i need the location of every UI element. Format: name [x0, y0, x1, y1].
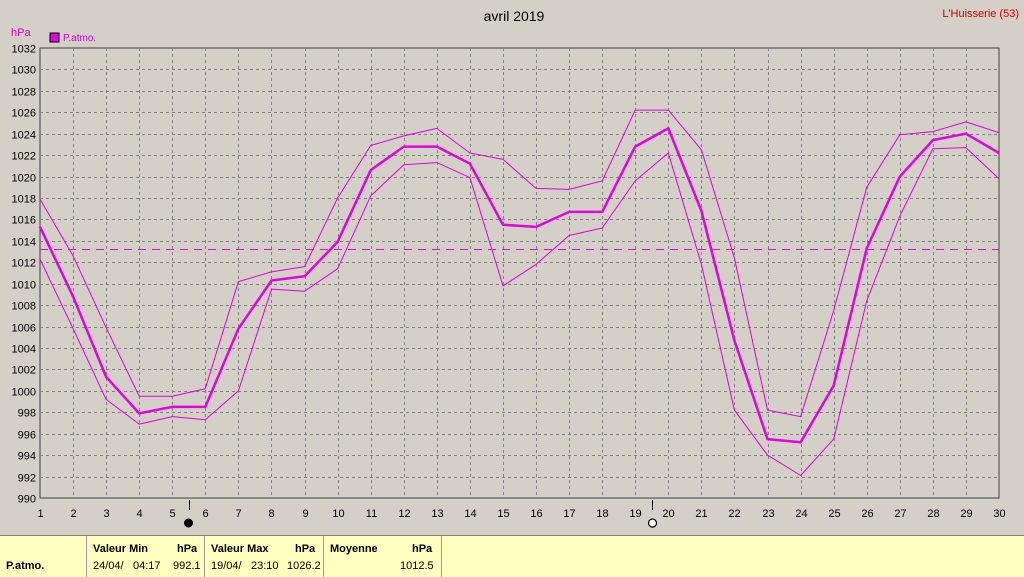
station-name: L'Huisserie (53) [942, 8, 1019, 20]
series-line-min [39, 147, 1000, 476]
min-time: 04:17 [133, 560, 161, 572]
min-value: 992.1 [173, 560, 201, 572]
y-tick-label: 1024 [12, 130, 36, 142]
x-tick-label: 8 [268, 508, 274, 520]
x-tick-label: 3 [103, 508, 109, 520]
x-tick-label: 28 [927, 508, 939, 520]
legend-swatch [49, 32, 60, 43]
min-date: 24/04/ [93, 560, 124, 572]
x-tick-label: 22 [728, 508, 740, 520]
x-tick-label: 26 [861, 508, 873, 520]
x-tick-label: 17 [563, 508, 575, 520]
x-tick-label: 23 [762, 508, 774, 520]
x-tick-label: 16 [530, 508, 542, 520]
y-tick-label: 1002 [12, 365, 36, 377]
max-time: 23:10 [251, 560, 279, 572]
x-tick-label: 25 [828, 508, 840, 520]
y-tick-label: 998 [18, 408, 36, 420]
x-tick-label: 21 [695, 508, 707, 520]
x-tick-label: 20 [662, 508, 674, 520]
x-tick-label: 10 [332, 508, 344, 520]
mean-value: 1012.5 [400, 560, 434, 572]
series-line-mean [38, 127, 1000, 444]
y-tick-label: 1000 [12, 387, 36, 399]
x-tick-label: 1 [37, 508, 43, 520]
y-tick-label: 1026 [12, 108, 36, 120]
x-tick-labels: 1 2 3 4 5 6 7 8 9 10 11 12 13 14 15 16 17 18 19 20 21 22 23 24 2… [37, 508, 1005, 520]
x-tick-label: 11 [366, 508, 377, 520]
y-tick-label: 990 [18, 494, 36, 506]
x-tick-label: 2 [70, 508, 76, 520]
footer-label-cell: P.atmo. [0, 536, 87, 577]
y-tick-label: 1022 [12, 151, 36, 163]
max-unit: hPa [295, 543, 316, 555]
mean-header: Moyenne [330, 543, 378, 555]
y-tick-label: 1008 [12, 301, 36, 313]
grid [39, 47, 1000, 499]
y-tick-label: 1028 [12, 87, 36, 99]
x-tick-label: 15 [497, 508, 509, 520]
y-tick-label: 1030 [12, 65, 36, 77]
chart-title: avril 2019 [484, 8, 545, 24]
x-tick-label: 19 [629, 508, 641, 520]
max-date: 19/04/ [211, 560, 242, 572]
x-tick-label: 27 [894, 508, 906, 520]
statistics-footer: P.atmo. Valeur Min hPa 24/04/ 04:17 992.… [0, 535, 1024, 577]
y-tick-label: 1018 [12, 194, 36, 206]
x-tick-label: 9 [302, 508, 308, 520]
moon-phases [184, 500, 658, 528]
y-tick-label: 1032 [12, 44, 36, 56]
min-header: Valeur Min [93, 543, 149, 555]
y-tick-label: 994 [18, 451, 36, 463]
x-tick-label: 29 [960, 508, 972, 520]
y-tick-label: 1020 [12, 173, 36, 185]
y-tick-label: 1006 [12, 323, 36, 335]
x-tick-label: 14 [464, 508, 476, 520]
x-tick-label: 6 [202, 508, 208, 520]
x-tick-label: 24 [795, 508, 807, 520]
footer-series-label: P.atmo. [6, 560, 45, 572]
y-tick-label: 992 [18, 473, 36, 485]
y-tick-label: 1010 [12, 280, 36, 292]
y-tick-label: 1004 [12, 344, 36, 356]
x-tick-label: 12 [398, 508, 410, 520]
max-value-cell: Valeur Max hPa 19/04/ 23:10 1026.2 [205, 536, 324, 577]
x-tick-label: 18 [596, 508, 608, 520]
pressure-chart: 9909929949969981000100210041006100810101… [11, 8, 1019, 528]
x-tick-label: 5 [169, 508, 175, 520]
y-tick-label: 1012 [12, 258, 36, 270]
x-tick-label: 30 [993, 508, 1005, 520]
min-unit: hPa [177, 543, 198, 555]
x-tick-label: 13 [431, 508, 443, 520]
y-tick-label: 996 [18, 430, 36, 442]
x-tick-label: 7 [235, 508, 241, 520]
y-axis-label: hPa [11, 27, 31, 39]
x-tick-label: 4 [136, 508, 142, 520]
min-value-cell: Valeur Min hPa 24/04/ 04:17 992.1 [87, 536, 205, 577]
legend-label: P.atmo. [63, 33, 96, 44]
new-moon-icon [184, 518, 193, 528]
max-header: Valeur Max [211, 543, 269, 555]
y-tick-label: 1016 [12, 215, 36, 227]
series-line-max [39, 109, 1000, 418]
full-moon-icon [647, 518, 658, 528]
plot-frame [39, 47, 1000, 499]
y-tick-label: 1014 [12, 237, 36, 249]
max-value: 1026.2 [287, 560, 321, 572]
mean-unit: hPa [412, 543, 433, 555]
series-lines [38, 109, 1000, 476]
y-tick-labels: 990 992 994 996 998 1000 1002 1004 1006 1008 1010 1… [12, 44, 36, 506]
mean-value-cell: Moyenne hPa 1012.5 [324, 536, 442, 577]
